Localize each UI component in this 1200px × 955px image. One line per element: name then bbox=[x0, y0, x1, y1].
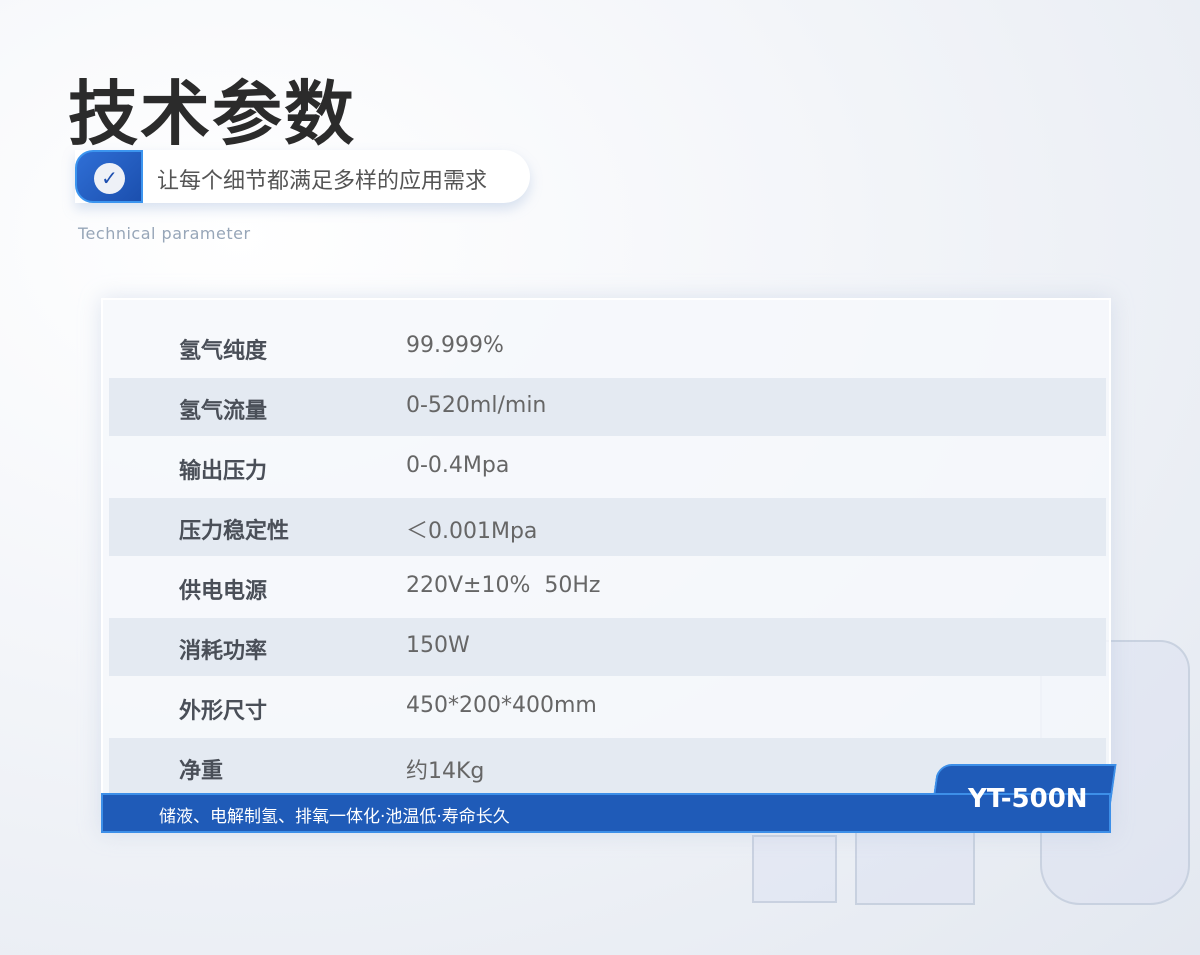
tagline-pill: ✓ 让每个细节都满足多样的应用需求 bbox=[75, 150, 530, 203]
spec-value: ＜0.001Mpa bbox=[406, 519, 538, 544]
feature-band: 储液、电解制氢、排氧一体化·池温低·寿命长久 bbox=[101, 793, 1111, 833]
spec-value: 150W bbox=[406, 633, 470, 658]
spec-value: 99.999% bbox=[406, 333, 504, 358]
page-title: 技术参数 bbox=[68, 73, 356, 155]
feature-text: 储液、电解制氢、排氧一体化·池温低·寿命长久 bbox=[159, 807, 510, 827]
spec-row: 供电电源 220V±10% 50Hz bbox=[109, 558, 1106, 616]
lab-beaker-decoration bbox=[855, 820, 975, 905]
spec-row: 氢气纯度 99.999% bbox=[109, 318, 1106, 376]
spec-label: 输出压力 bbox=[179, 459, 268, 484]
spec-row: 输出压力 0-0.4Mpa bbox=[109, 438, 1106, 496]
spec-value: 0-520ml/min bbox=[406, 393, 547, 418]
spec-value: 约14Kg bbox=[406, 759, 485, 784]
spec-row: 氢气流量 0-520ml/min bbox=[109, 378, 1106, 436]
tagline: 让每个细节都满足多样的应用需求 bbox=[157, 169, 488, 194]
check-badge: ✓ bbox=[75, 150, 143, 203]
spec-row: 消耗功率 150W bbox=[109, 618, 1106, 676]
spec-label: 供电电源 bbox=[179, 579, 268, 604]
spec-label: 氢气纯度 bbox=[179, 339, 268, 364]
spec-label: 压力稳定性 bbox=[179, 519, 290, 544]
subtitle: Technical parameter bbox=[78, 224, 251, 243]
check-icon: ✓ bbox=[94, 163, 125, 194]
spec-row: 压力稳定性 ＜0.001Mpa bbox=[109, 498, 1106, 556]
spec-row: 外形尺寸 450*200*400mm bbox=[109, 678, 1106, 736]
spec-value: 450*200*400mm bbox=[406, 693, 597, 718]
lab-beaker-decoration bbox=[752, 835, 837, 903]
spec-label: 氢气流量 bbox=[179, 399, 268, 424]
spec-value: 220V±10% 50Hz bbox=[406, 573, 601, 598]
spec-label: 净重 bbox=[179, 759, 224, 784]
spec-table: 氢气纯度 99.999% 氢气流量 0-520ml/min 输出压力 0-0.4Mpa… bbox=[101, 298, 1111, 833]
spec-value: 0-0.4Mpa bbox=[406, 453, 510, 478]
spec-label: 外形尺寸 bbox=[179, 699, 268, 724]
spec-label: 消耗功率 bbox=[179, 639, 268, 664]
model-label: YT-500N bbox=[968, 784, 1088, 814]
